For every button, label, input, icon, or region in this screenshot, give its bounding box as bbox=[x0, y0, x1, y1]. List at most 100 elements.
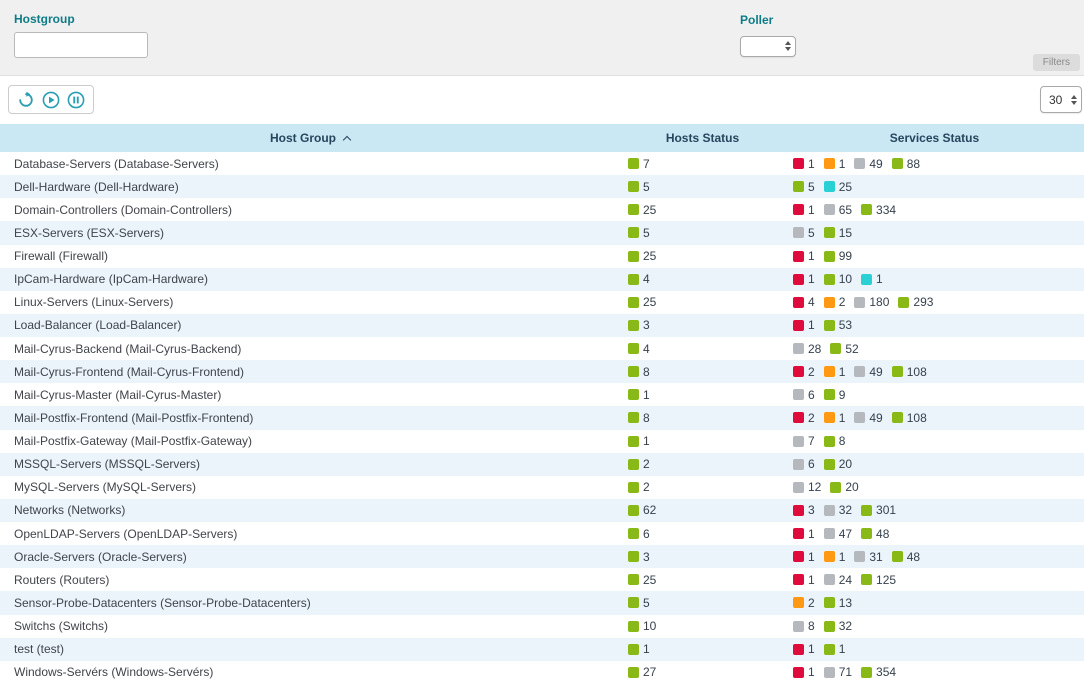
status-badge-warning[interactable]: 1 bbox=[823, 550, 845, 564]
status-badge-ok[interactable]: 5 bbox=[628, 226, 650, 240]
status-badge-unknown[interactable]: 65 bbox=[823, 203, 852, 217]
status-badge-ok[interactable]: 9 bbox=[823, 388, 845, 402]
status-badge-unknown[interactable]: 49 bbox=[854, 157, 883, 171]
status-badge-warning[interactable]: 1 bbox=[823, 411, 845, 425]
column-header-host-group[interactable]: Host Group bbox=[0, 131, 620, 145]
status-badge-ok[interactable]: 4 bbox=[628, 342, 650, 356]
status-badge-unknown[interactable]: 6 bbox=[793, 388, 815, 402]
status-badge-ok[interactable]: 1 bbox=[823, 642, 845, 656]
status-badge-ok[interactable]: 4 bbox=[628, 272, 650, 286]
status-badge-unknown[interactable]: 49 bbox=[854, 411, 883, 425]
status-badge-ok[interactable]: 5 bbox=[793, 180, 815, 194]
status-badge-ok[interactable]: 1 bbox=[628, 388, 650, 402]
status-badge-ok[interactable]: 20 bbox=[823, 457, 852, 471]
column-header-hosts-status[interactable]: Hosts Status bbox=[665, 131, 740, 145]
hostgroup-name-link[interactable]: Dell-Hardware (Dell-Hardware) bbox=[14, 179, 179, 194]
status-badge-ok[interactable]: 108 bbox=[891, 411, 927, 425]
status-badge-unknown[interactable]: 8 bbox=[793, 619, 815, 633]
status-badge-critical[interactable]: 2 bbox=[793, 411, 815, 425]
status-badge-ok[interactable]: 1 bbox=[628, 434, 650, 448]
status-badge-critical[interactable]: 1 bbox=[793, 573, 815, 587]
status-badge-ok[interactable]: 5 bbox=[628, 596, 650, 610]
hostgroup-name-link[interactable]: IpCam-Hardware (IpCam-Hardware) bbox=[14, 272, 209, 287]
status-badge-critical[interactable]: 1 bbox=[793, 527, 815, 541]
status-badge-ok[interactable]: 293 bbox=[898, 295, 933, 309]
status-badge-ok[interactable]: 301 bbox=[861, 503, 896, 517]
hostgroup-name-link[interactable]: test (test) bbox=[14, 642, 65, 657]
status-badge-unknown[interactable]: 180 bbox=[854, 295, 889, 309]
status-badge-ok[interactable]: 62 bbox=[628, 503, 656, 517]
status-badge-critical[interactable]: 1 bbox=[793, 272, 815, 286]
status-badge-critical[interactable]: 1 bbox=[793, 249, 815, 263]
status-badge-critical[interactable]: 2 bbox=[793, 365, 815, 379]
play-icon[interactable] bbox=[42, 91, 60, 109]
hostgroup-name-link[interactable]: Oracle-Servers (Oracle-Servers) bbox=[14, 549, 187, 564]
status-badge-ok[interactable]: 48 bbox=[891, 550, 920, 564]
status-badge-unknown[interactable]: 32 bbox=[823, 503, 852, 517]
status-badge-critical[interactable]: 1 bbox=[793, 157, 815, 171]
hostgroup-name-link[interactable]: Sensor-Probe-Datacenters (Sensor-Probe-D… bbox=[14, 595, 311, 610]
status-badge-ok[interactable]: 32 bbox=[823, 619, 852, 633]
status-badge-critical[interactable]: 1 bbox=[793, 642, 815, 656]
status-badge-ok[interactable]: 99 bbox=[823, 249, 852, 263]
status-badge-ok[interactable]: 10 bbox=[628, 619, 656, 633]
status-badge-ok[interactable]: 125 bbox=[861, 573, 896, 587]
status-badge-ok[interactable]: 1 bbox=[628, 642, 650, 656]
status-badge-critical[interactable]: 1 bbox=[793, 203, 815, 217]
status-badge-ok[interactable]: 15 bbox=[823, 226, 852, 240]
status-badge-pending[interactable]: 1 bbox=[861, 272, 883, 286]
status-badge-ok[interactable]: 6 bbox=[628, 527, 650, 541]
pause-icon[interactable] bbox=[67, 91, 85, 109]
status-badge-unknown[interactable]: 24 bbox=[823, 573, 852, 587]
status-badge-ok[interactable]: 108 bbox=[891, 365, 927, 379]
column-header-services-status[interactable]: Services Status bbox=[889, 131, 980, 145]
status-badge-ok[interactable]: 8 bbox=[628, 365, 650, 379]
hostgroup-name-link[interactable]: MSSQL-Servers (MSSQL-Servers) bbox=[14, 457, 201, 472]
status-badge-ok[interactable]: 52 bbox=[830, 342, 859, 356]
status-badge-pending[interactable]: 25 bbox=[823, 180, 852, 194]
status-badge-critical[interactable]: 1 bbox=[793, 665, 815, 679]
hostgroup-name-link[interactable]: Mail-Cyrus-Frontend (Mail-Cyrus-Frontend… bbox=[14, 364, 245, 379]
status-badge-unknown[interactable]: 47 bbox=[823, 527, 852, 541]
status-badge-unknown[interactable]: 6 bbox=[793, 457, 815, 471]
status-badge-ok[interactable]: 53 bbox=[823, 318, 852, 332]
status-badge-ok[interactable]: 354 bbox=[861, 665, 896, 679]
hostgroup-name-link[interactable]: Switchs (Switchs) bbox=[14, 619, 109, 634]
hostgroup-name-link[interactable]: OpenLDAP-Servers (OpenLDAP-Servers) bbox=[14, 526, 238, 541]
status-badge-unknown[interactable]: 49 bbox=[854, 365, 883, 379]
status-badge-critical[interactable]: 1 bbox=[793, 318, 815, 332]
refresh-icon[interactable] bbox=[17, 91, 35, 109]
status-badge-ok[interactable]: 8 bbox=[628, 411, 650, 425]
status-badge-unknown[interactable]: 71 bbox=[823, 665, 852, 679]
status-badge-ok[interactable]: 8 bbox=[823, 434, 845, 448]
hostgroup-name-link[interactable]: Linux-Servers (Linux-Servers) bbox=[14, 295, 174, 310]
status-badge-ok[interactable]: 334 bbox=[861, 203, 896, 217]
status-badge-ok[interactable]: 27 bbox=[628, 665, 656, 679]
status-badge-ok[interactable]: 7 bbox=[628, 157, 650, 171]
hostgroup-name-link[interactable]: Networks (Networks) bbox=[14, 503, 126, 518]
hostgroup-name-link[interactable]: Windows-Servérs (Windows-Servérs) bbox=[14, 665, 214, 680]
status-badge-ok[interactable]: 25 bbox=[628, 203, 656, 217]
hostgroup-input[interactable] bbox=[14, 32, 148, 58]
status-badge-unknown[interactable]: 12 bbox=[793, 480, 821, 494]
status-badge-ok[interactable]: 5 bbox=[628, 180, 650, 194]
filters-button[interactable]: Filters bbox=[1032, 54, 1080, 71]
hostgroup-name-link[interactable]: Routers (Routers) bbox=[14, 572, 110, 587]
status-badge-ok[interactable]: 48 bbox=[861, 527, 889, 541]
status-badge-warning[interactable]: 1 bbox=[823, 157, 845, 171]
status-badge-warning[interactable]: 2 bbox=[823, 295, 845, 309]
hostgroup-name-link[interactable]: Mail-Postfix-Gateway (Mail-Postfix-Gatew… bbox=[14, 434, 253, 449]
hostgroup-name-link[interactable]: Mail-Cyrus-Master (Mail-Cyrus-Master) bbox=[14, 387, 222, 402]
status-badge-warning[interactable]: 2 bbox=[793, 596, 815, 610]
rows-per-page-select[interactable]: 30 bbox=[1040, 86, 1082, 113]
status-badge-warning[interactable]: 1 bbox=[823, 365, 845, 379]
status-badge-ok[interactable]: 88 bbox=[891, 157, 920, 171]
hostgroup-name-link[interactable]: Mail-Postfix-Frontend (Mail-Postfix-Fron… bbox=[14, 410, 254, 425]
status-badge-ok[interactable]: 3 bbox=[628, 318, 650, 332]
hostgroup-name-link[interactable]: Firewall (Firewall) bbox=[14, 249, 109, 264]
status-badge-ok[interactable]: 10 bbox=[823, 272, 852, 286]
hostgroup-name-link[interactable]: MySQL-Servers (MySQL-Servers) bbox=[14, 480, 197, 495]
hostgroup-name-link[interactable]: Domain-Controllers (Domain-Controllers) bbox=[14, 202, 233, 217]
status-badge-unknown[interactable]: 28 bbox=[793, 342, 821, 356]
status-badge-ok[interactable]: 2 bbox=[628, 480, 650, 494]
